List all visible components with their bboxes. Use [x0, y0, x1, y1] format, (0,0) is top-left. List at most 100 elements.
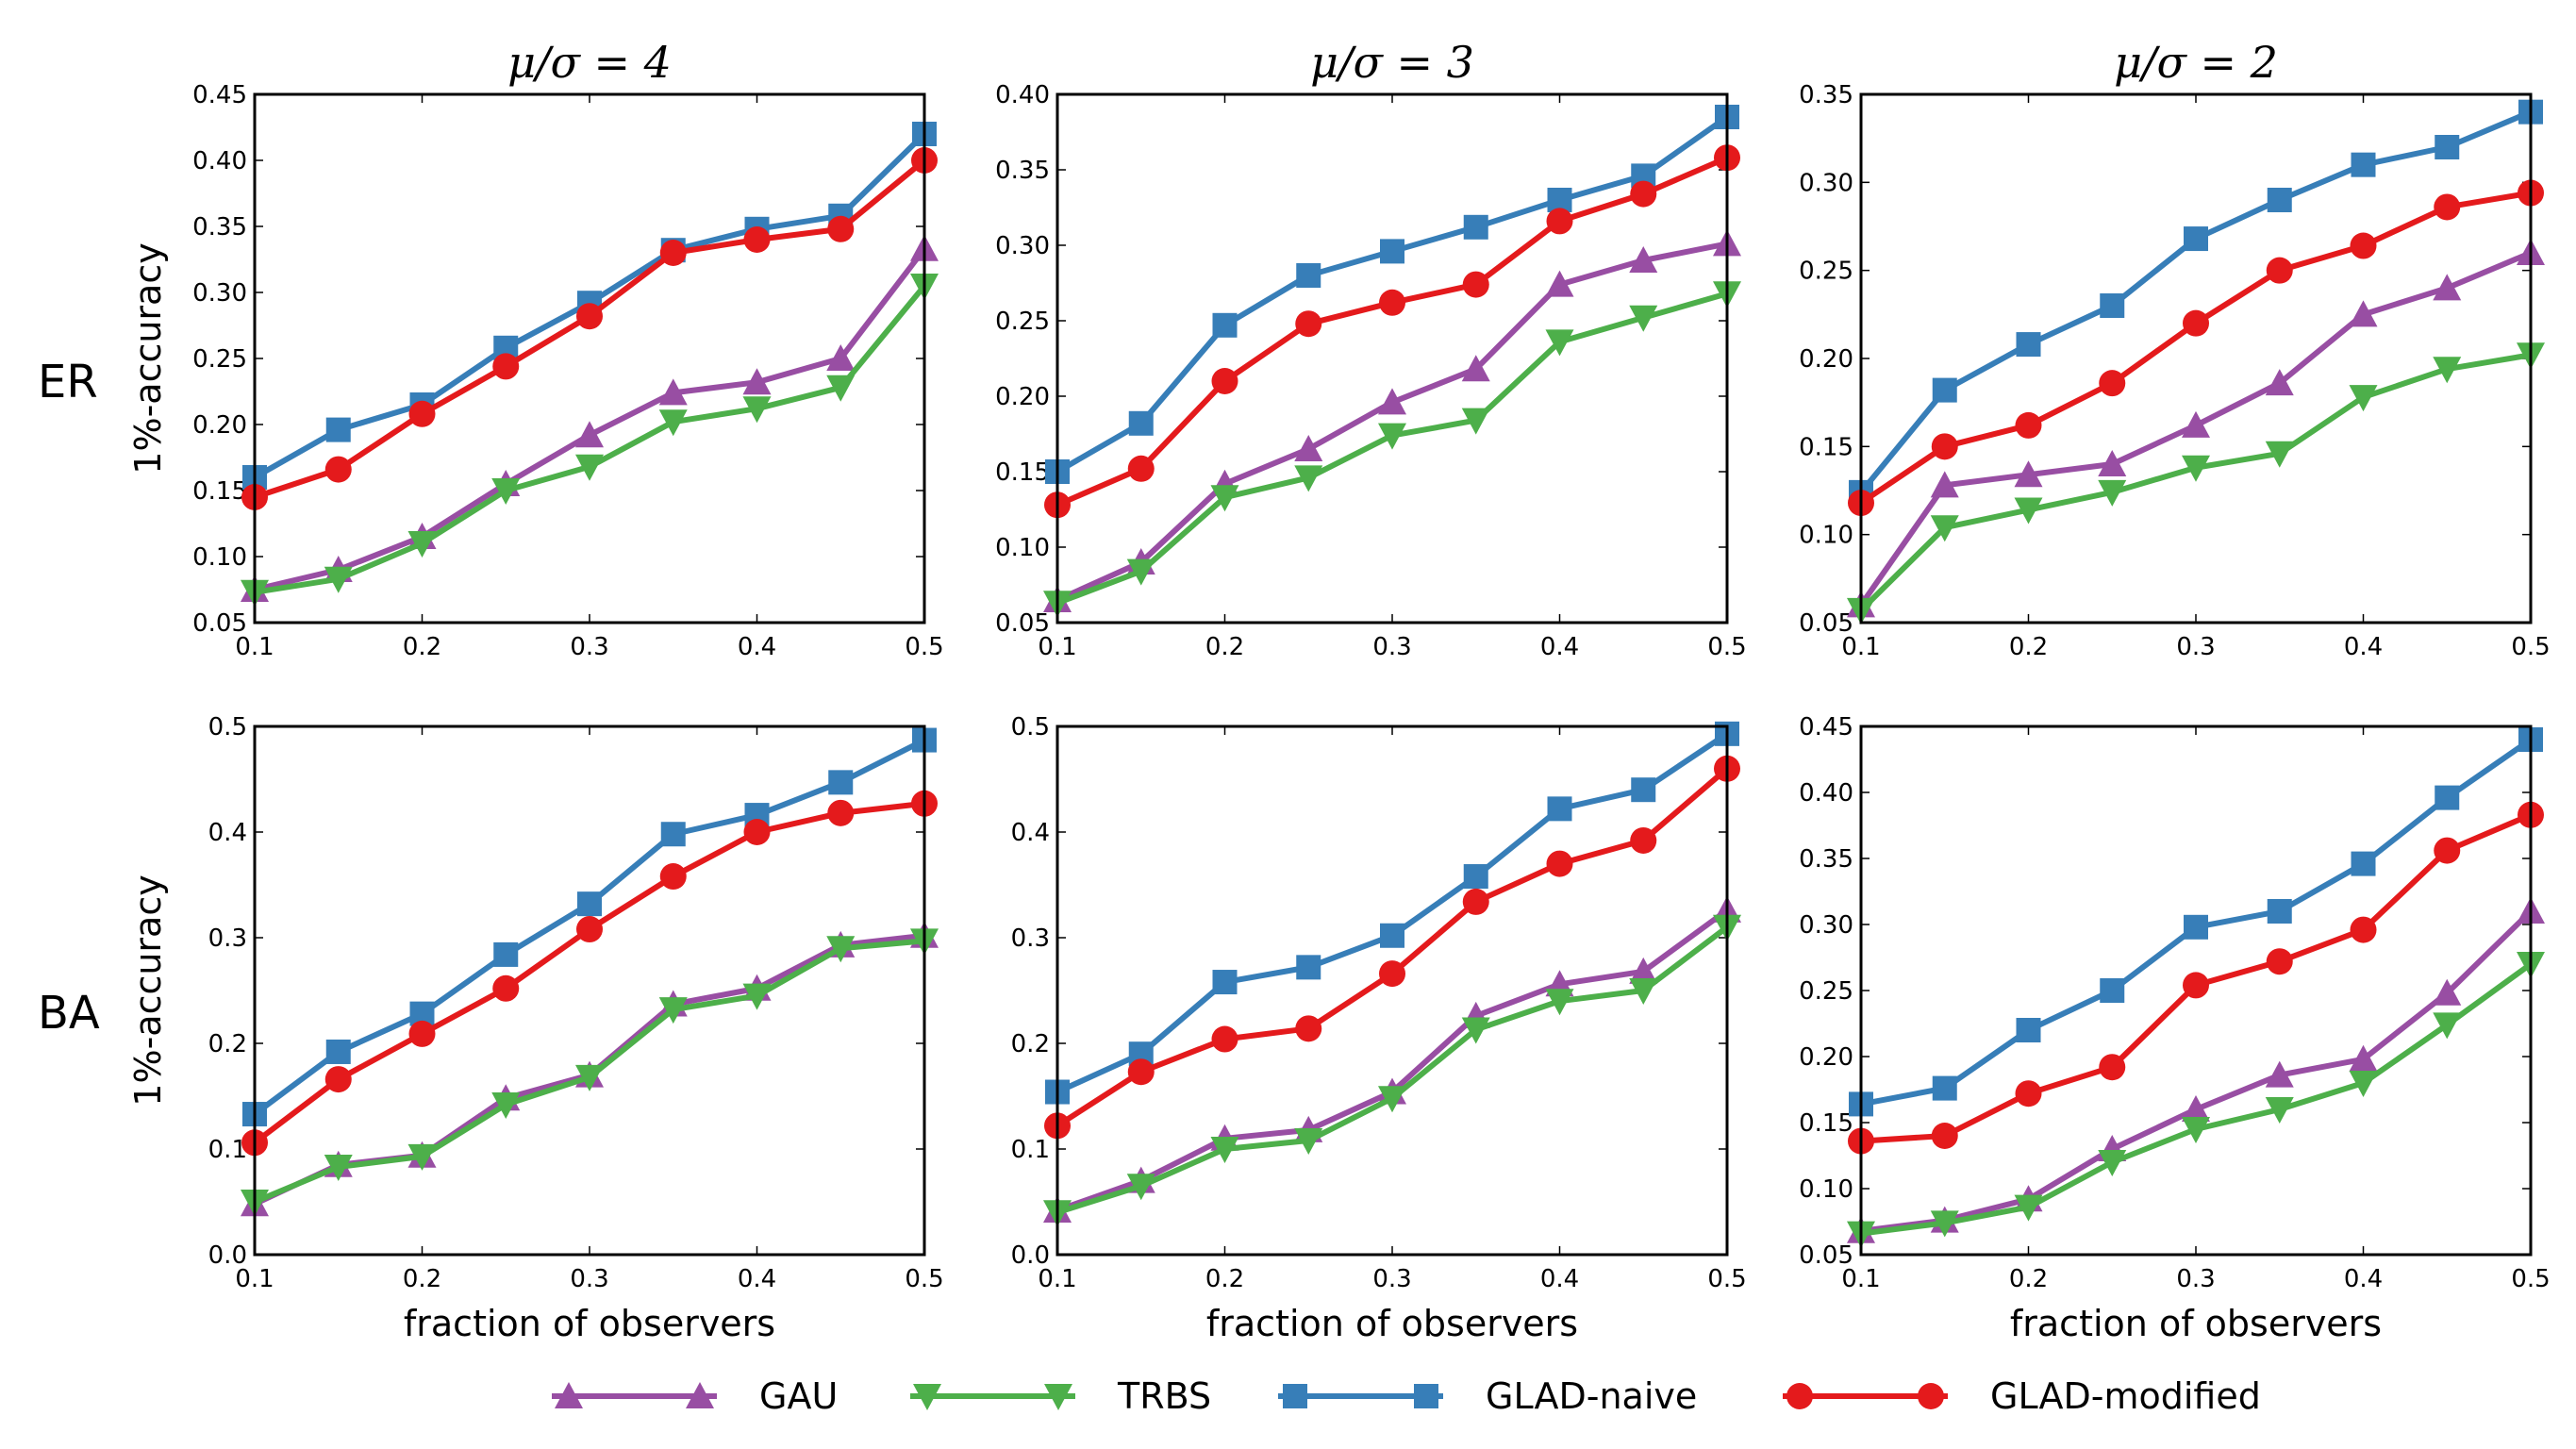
x-tick-label: 0.2: [403, 1265, 441, 1293]
x-tick-label: 0.1: [1841, 633, 1880, 661]
data-point-glad-naive: [2100, 293, 2125, 318]
data-point-glad-modified: [1931, 433, 1958, 460]
y-tick-label: 0.40: [995, 81, 1050, 109]
y-tick-label: 0.25: [995, 308, 1050, 336]
data-point-trbs: [575, 454, 604, 481]
y-tick-label: 0.20: [1799, 1043, 1853, 1072]
data-point-glad-modified: [1379, 289, 1405, 316]
x-tick-label: 0.4: [2344, 633, 2383, 661]
x-axis-label: fraction of observers: [404, 1303, 775, 1344]
data-point-trbs: [1294, 465, 1323, 492]
data-point-gau: [2182, 410, 2210, 438]
legend-item-glad-modified: GLAD-modified: [1783, 1375, 2261, 1417]
data-point-glad-modified: [827, 799, 855, 826]
data-point-trbs: [742, 396, 772, 424]
data-point-glad-modified: [2350, 916, 2377, 943]
legend-label: GLAD-naive: [1486, 1375, 1697, 1417]
x-tick-label: 0.1: [1841, 1265, 1880, 1293]
data-point-trbs: [1545, 989, 1574, 1016]
data-point-glad-modified: [324, 1066, 352, 1093]
data-point-trbs: [2265, 441, 2294, 468]
data-point-glad-modified: [576, 916, 603, 943]
data-point-glad-naive: [2267, 899, 2292, 924]
data-point-glad-naive: [1631, 777, 1656, 803]
data-point-glad-modified: [1931, 1123, 1958, 1149]
data-point-glad-modified: [408, 400, 436, 427]
data-point-glad-modified: [324, 456, 352, 483]
y-tick-label: 0.0: [1011, 1241, 1050, 1270]
data-point-gau: [2433, 978, 2462, 1006]
series-glad-naive: [1849, 99, 2543, 505]
col-title-3: μ/σ = 2: [2114, 37, 2278, 88]
data-point-gau: [2182, 1095, 2210, 1122]
data-point-glad-naive: [1212, 970, 1238, 995]
legend-marker-right: [1918, 1383, 1944, 1409]
data-point-trbs: [658, 997, 688, 1024]
data-point-gau: [826, 344, 856, 371]
panel-r2-c1: 0.00.10.20.30.40.50.1 0.2 0.3 0.4 0.51%-accu…: [127, 713, 944, 1344]
y-tick-label: 0.30: [1799, 169, 1853, 197]
y-tick-label: 0.35: [192, 213, 247, 242]
plot-area: [1861, 94, 2531, 623]
row-label-ba: BA: [38, 987, 100, 1040]
data-point-trbs: [1126, 558, 1155, 586]
y-tick-label: 0.30: [192, 279, 247, 308]
data-point-glad-modified: [2099, 370, 2126, 397]
data-point-glad-modified: [2350, 232, 2377, 259]
data-point-trbs: [491, 478, 521, 505]
y-tick-label: 0.0: [208, 1241, 247, 1270]
y-axis-label: 1%-accuracy: [127, 874, 169, 1106]
data-point-trbs: [1545, 329, 1574, 357]
x-tick-label: 0.2: [1205, 1265, 1244, 1293]
x-tick-label: 0.3: [570, 633, 608, 661]
data-point-glad-naive: [1463, 214, 1488, 240]
x-tick-label: 0.3: [2176, 633, 2215, 661]
data-point-glad-naive: [2435, 135, 2460, 159]
data-point-trbs: [2182, 455, 2210, 482]
data-point-glad-modified: [2266, 948, 2293, 975]
y-tick-label: 0.1: [1011, 1136, 1050, 1164]
data-point-gau: [658, 378, 688, 406]
x-tick-label: 0.2: [1205, 633, 1244, 661]
y-tick-label: 0.35: [995, 157, 1050, 185]
y-tick-label: 0.20: [1799, 345, 1853, 374]
data-point-glad-modified: [827, 215, 855, 242]
panel-r2-c3: 0.05 0.10 0.15 0.20 0.25 0.30 0.35 0.40 0.45 0.1 0…: [1799, 713, 2551, 1344]
x-tick-label: 0.5: [1707, 1265, 1746, 1293]
series-glad-modified: [1848, 801, 2544, 1155]
data-point-gau: [2265, 369, 2294, 396]
x-tick-label: 0.5: [905, 633, 943, 661]
data-point-glad-modified: [1462, 271, 1489, 298]
x-tick-label: 0.5: [1707, 633, 1746, 661]
data-point-trbs: [1629, 978, 1658, 1005]
x-tick-label: 0.3: [2176, 1265, 2215, 1293]
y-tick-label: 0.10: [192, 543, 247, 572]
legend-label: TRBS: [1117, 1375, 1211, 1417]
data-point-trbs: [1126, 1174, 1155, 1201]
data-point-glad-modified: [2183, 309, 2209, 337]
data-point-gau: [2014, 460, 2043, 488]
data-point-glad-modified: [743, 226, 771, 253]
data-point-gau: [742, 368, 772, 395]
data-point-trbs: [2265, 1097, 2294, 1124]
data-point-glad-modified: [1630, 826, 1657, 854]
legend-marker-left: [913, 1384, 941, 1410]
y-tick-label: 0.05: [192, 609, 247, 638]
data-point-glad-modified: [743, 819, 771, 845]
data-point-glad-modified: [659, 863, 687, 891]
x-tick-label: 0.1: [1038, 1265, 1076, 1293]
data-point-gau: [1294, 435, 1323, 461]
data-point-trbs: [1461, 408, 1490, 435]
col-title-1: μ/σ = 4: [507, 37, 672, 88]
data-point-trbs: [1461, 1017, 1490, 1044]
data-point-trbs: [1629, 305, 1658, 332]
x-tick-label: 0.2: [403, 633, 441, 661]
plot-area: [255, 94, 924, 623]
y-tick-label: 0.3: [1011, 924, 1050, 953]
data-point-gau: [2098, 450, 2127, 476]
data-point-glad-naive: [1128, 410, 1154, 436]
data-point-glad-naive: [1380, 923, 1404, 948]
data-point-gau: [2265, 1060, 2294, 1088]
data-point-glad-modified: [576, 303, 603, 330]
